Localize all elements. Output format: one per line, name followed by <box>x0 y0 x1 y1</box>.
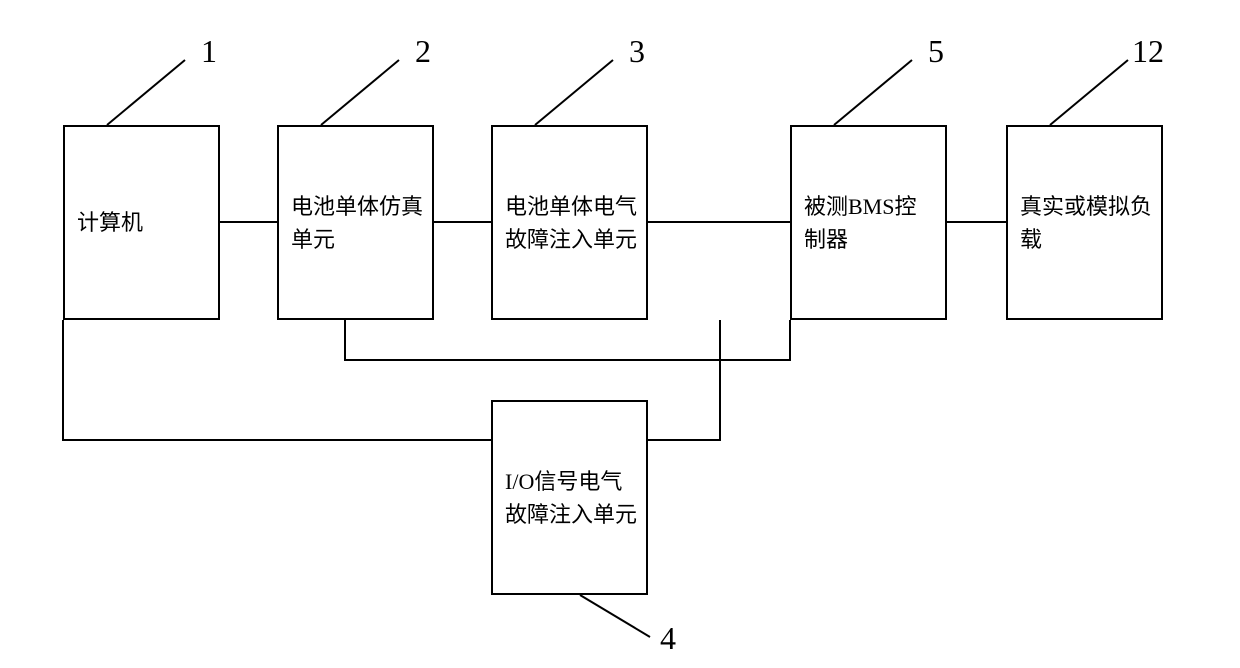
leader-line-n5 <box>834 60 912 125</box>
diagram-canvas: 计算机 1 电池单体仿真单元 2 电池单体电气故障注入单元 3 被测BMS控制器 5 真实或模拟… <box>0 0 1240 668</box>
node-number-n4: 4 <box>660 620 676 657</box>
edge-3 <box>63 320 491 440</box>
node-label-n1: 计算机 <box>77 206 143 239</box>
node-n4: I/O信号电气故障注入单元 <box>491 400 648 595</box>
leader-line-n3 <box>535 60 613 125</box>
node-label-n3: 电池单体电气故障注入单元 <box>505 190 638 256</box>
leader-line-n4 <box>580 595 650 637</box>
node-label-n12: 真实或模拟负载 <box>1020 190 1153 256</box>
node-n12: 真实或模拟负载 <box>1006 125 1163 320</box>
node-n1: 计算机 <box>63 125 220 320</box>
leader-line-n1 <box>107 60 185 125</box>
node-label-n4: I/O信号电气故障注入单元 <box>505 465 638 531</box>
node-n2: 电池单体仿真单元 <box>277 125 434 320</box>
node-number-n2: 2 <box>415 33 431 70</box>
edge-5 <box>345 320 790 360</box>
node-label-n2: 电池单体仿真单元 <box>291 190 424 256</box>
node-number-n3: 3 <box>629 33 645 70</box>
node-n5: 被测BMS控制器 <box>790 125 947 320</box>
node-number-n12: 12 <box>1132 33 1164 70</box>
node-label-n5: 被测BMS控制器 <box>804 190 937 256</box>
edge-4 <box>648 320 720 440</box>
node-number-n1: 1 <box>201 33 217 70</box>
leader-line-n2 <box>321 60 399 125</box>
leader-line-n12 <box>1050 60 1128 125</box>
node-number-n5: 5 <box>928 33 944 70</box>
node-n3: 电池单体电气故障注入单元 <box>491 125 648 320</box>
